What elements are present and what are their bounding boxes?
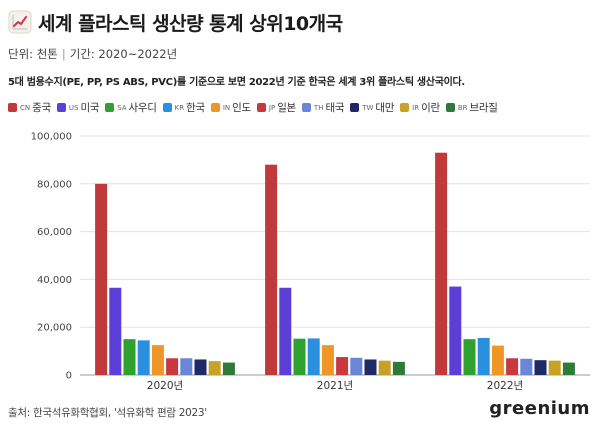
bar-kr-2 (477, 337, 490, 375)
bar-th-1 (350, 357, 363, 375)
bar-ir-2 (548, 360, 561, 375)
bar-jp-2 (506, 358, 519, 375)
legend-item-sa[interactable]: SA 사우디 (105, 100, 157, 115)
subtitle: 단위: 천톤 | 기간: 2020~2022년 (8, 46, 177, 62)
legend-swatch (350, 103, 360, 112)
legend-swatch (56, 103, 66, 112)
chart-legend: CN 중국 US 미국 SA 사우디 KR 한국 IN 인도 JP 일본 TH 태국 TW 대만 IR 이란 BR 브… (8, 100, 504, 115)
legend-swatch (105, 103, 115, 112)
x-tick-label: 2020년 (147, 380, 183, 392)
legend-code: CN (20, 103, 31, 112)
legend-code: JP (268, 103, 276, 112)
legend-code: IR (412, 103, 420, 112)
legend-item-tw[interactable]: TW 대만 (350, 100, 394, 115)
legend-label: 태국 (325, 102, 345, 114)
bar-in-0 (151, 345, 164, 375)
bar-sa-1 (293, 338, 306, 375)
legend-swatch (162, 103, 172, 112)
bar-th-2 (520, 358, 533, 375)
legend-swatch (445, 103, 455, 112)
legend-swatch (8, 103, 17, 112)
bar-jp-0 (166, 358, 179, 375)
bar-tw-2 (534, 360, 547, 375)
bar-br-1 (392, 361, 405, 375)
bar-us-2 (449, 286, 462, 375)
legend-swatch (301, 103, 311, 112)
legend-item-th[interactable]: TH 태국 (301, 100, 345, 115)
legend-item-ir[interactable]: IR 이란 (400, 100, 440, 115)
bar-ir-1 (378, 360, 391, 375)
legend-swatch (256, 103, 266, 112)
bar-kr-0 (137, 340, 150, 375)
legend-item-br[interactable]: BR 브라질 (445, 100, 498, 115)
y-tick-label: 40,000 (37, 275, 72, 286)
legend-label: 이란 (421, 102, 440, 114)
chart-description: 5대 범용수지(PE, PP, PS ABS, PVC)를 기준으로 보면 20… (8, 77, 465, 88)
period-label: 기간: 2020~2022년 (69, 47, 178, 61)
y-tick-label: 20,000 (37, 323, 72, 334)
legend-label: 한국 (186, 102, 205, 114)
legend-label: 중국 (32, 102, 51, 114)
legend-label: 대만 (375, 102, 395, 114)
bar-in-1 (321, 345, 334, 375)
bar-us-0 (109, 287, 122, 375)
bar-br-2 (562, 362, 575, 375)
unit-label: 단위: 천톤 (8, 47, 58, 61)
legend-item-in[interactable]: IN 인도 (210, 100, 251, 115)
bar-in-2 (491, 345, 504, 375)
bar-tw-0 (194, 359, 207, 375)
legend-label: 사우디 (128, 102, 157, 114)
bar-tw-1 (364, 359, 377, 375)
page-title: 세계 플라스틱 생산량 통계 상위10개국 (38, 12, 343, 35)
x-tick-label: 2022년 (487, 380, 523, 392)
bar-jp-1 (336, 357, 349, 375)
trend-chart-icon (8, 10, 32, 34)
legend-code: TW (362, 103, 374, 112)
legend-label: 브라질 (469, 102, 498, 114)
y-tick-label: 100,000 (31, 132, 72, 143)
bar-chart: 0 20,000 40,000 60,000 80,000 100,000 2020년 202… (31, 132, 590, 392)
legend-swatch (210, 103, 220, 112)
legend-item-jp[interactable]: JP 일본 (256, 100, 296, 115)
x-tick-label: 2021년 (317, 380, 353, 392)
bar-cn-2 (435, 152, 448, 375)
legend-code: IN (222, 103, 231, 112)
legend-code: SA (117, 103, 127, 112)
legend-label: 일본 (277, 102, 296, 114)
title-row: 세계 플라스틱 생산량 통계 상위10개국 (8, 8, 343, 36)
legend-item-cn[interactable]: CN 중국 (8, 100, 51, 115)
bar-cn-1 (265, 164, 278, 375)
legend-swatch (400, 103, 410, 112)
bar-cn-0 (95, 183, 108, 375)
legend-label: 인도 (232, 102, 251, 114)
legend-code: BR (457, 103, 468, 112)
legend-label: 미국 (80, 102, 100, 114)
subtitle-separator: | (61, 47, 66, 61)
y-tick-label: 60,000 (37, 227, 72, 238)
legend-item-us[interactable]: US 미국 (56, 100, 100, 115)
legend-code: KR (174, 103, 185, 112)
bar-sa-2 (463, 339, 476, 375)
y-tick-label: 0 (66, 371, 72, 382)
legend-code: TH (313, 103, 324, 112)
y-tick-label: 80,000 (37, 179, 72, 190)
source-note: 출처: 한국석유화학협회, '석유화학 편람 2023' (8, 407, 207, 419)
brand-logo: greenium (489, 398, 590, 419)
legend-item-kr[interactable]: KR 한국 (162, 100, 205, 115)
bar-br-0 (222, 362, 235, 375)
bar-th-0 (180, 358, 193, 375)
bar-kr-1 (307, 338, 320, 375)
legend-code: US (68, 103, 79, 112)
bar-sa-0 (123, 339, 136, 375)
bar-us-1 (279, 287, 292, 375)
bar-ir-0 (208, 361, 221, 375)
